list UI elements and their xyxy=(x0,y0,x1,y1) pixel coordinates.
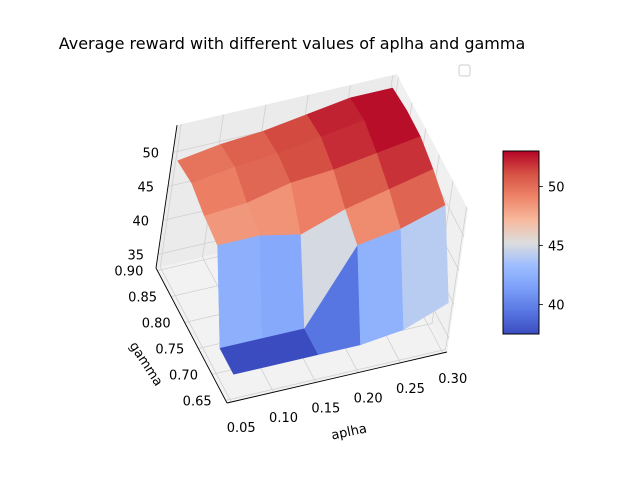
y-tick-label: 0.80 xyxy=(142,317,171,332)
colorbar-tick-label: 45 xyxy=(548,239,565,254)
colorbar-tick-label: 40 xyxy=(548,298,565,313)
surface-face xyxy=(400,204,449,331)
z-tick-label: 45 xyxy=(137,180,154,195)
z-tick-label: 40 xyxy=(132,214,149,229)
colorbar: 40 45 50 xyxy=(502,150,565,335)
z-tick-label: 35 xyxy=(127,248,144,263)
y-tick-label: 0.75 xyxy=(155,342,184,357)
surface-plot xyxy=(177,87,449,375)
x-tick-label: 0.15 xyxy=(311,401,340,416)
y-axis-line xyxy=(155,267,228,404)
y-tick-label: 0.85 xyxy=(128,291,157,306)
surface-face xyxy=(259,234,305,339)
y-tick-label: 0.70 xyxy=(169,368,198,383)
x-axis-line xyxy=(226,351,448,404)
surface-face xyxy=(217,235,263,349)
colorbar-gradient xyxy=(502,150,540,335)
grid-line-x xyxy=(159,124,232,403)
y-tick-label: 0.90 xyxy=(114,265,143,280)
colorbar-tick-label: 50 xyxy=(548,180,565,195)
tick-labels: 0.05 0.10 0.15 0.20 0.25 0.30 0.65 0.70 0.75 0.80… xyxy=(114,146,467,436)
surface-face xyxy=(357,228,404,346)
grid-line-y xyxy=(225,206,467,401)
legend-box xyxy=(458,64,471,77)
chart-title: Average reward with different values of … xyxy=(59,34,526,53)
z-axis-line xyxy=(155,125,178,269)
x-tick-label: 0.20 xyxy=(354,392,383,407)
x-tick-label: 0.30 xyxy=(438,372,467,387)
x-tick-label: 0.25 xyxy=(396,382,425,397)
x-tick-label: 0.05 xyxy=(227,421,256,436)
x-tick-label: 0.10 xyxy=(269,411,298,426)
y-tick-label: 0.65 xyxy=(183,394,212,409)
axis-lines xyxy=(155,125,448,404)
x-axis-label: aplha xyxy=(330,421,368,443)
z-tick-label: 50 xyxy=(142,146,159,161)
